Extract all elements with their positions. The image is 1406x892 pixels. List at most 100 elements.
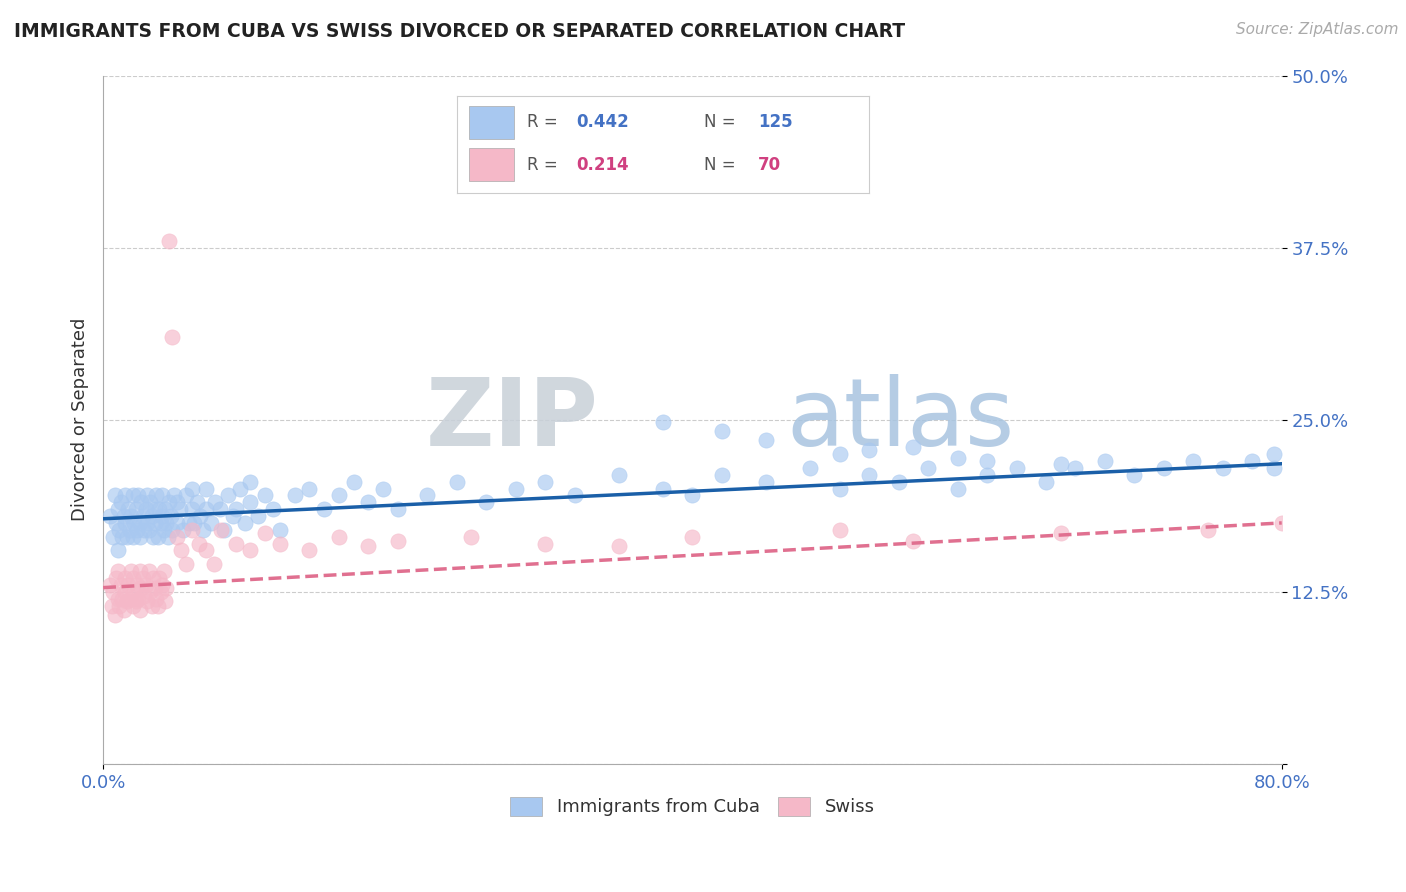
Point	[129, 516, 152, 530]
Point	[145, 488, 167, 502]
Point	[134, 523, 156, 537]
Point	[1005, 460, 1028, 475]
Point	[156, 530, 179, 544]
Point	[136, 488, 159, 502]
Point	[104, 488, 127, 502]
Point	[828, 523, 851, 537]
Point	[146, 599, 169, 613]
Point	[139, 584, 162, 599]
Point	[887, 475, 910, 489]
Point	[107, 564, 129, 578]
Point	[342, 475, 364, 489]
Text: ZIP: ZIP	[425, 374, 598, 466]
Point	[1064, 460, 1087, 475]
Point	[755, 475, 778, 489]
Point	[1197, 523, 1219, 537]
Point	[152, 564, 174, 578]
Point	[681, 530, 703, 544]
Point	[135, 502, 157, 516]
Point	[917, 460, 939, 475]
Point	[1049, 457, 1071, 471]
Point	[858, 442, 880, 457]
Point	[108, 523, 131, 537]
Point	[110, 578, 132, 592]
Point	[180, 482, 202, 496]
Point	[416, 488, 439, 502]
Point	[132, 571, 155, 585]
Point	[195, 502, 218, 516]
Point	[121, 530, 143, 544]
Y-axis label: Divorced or Separated: Divorced or Separated	[72, 318, 89, 521]
Point	[143, 516, 166, 530]
Point	[138, 523, 160, 537]
Point	[118, 523, 141, 537]
Point	[104, 608, 127, 623]
Point	[254, 488, 277, 502]
Point	[143, 502, 166, 516]
Point	[115, 530, 138, 544]
Point	[114, 584, 136, 599]
Point	[127, 488, 149, 502]
Point	[117, 578, 139, 592]
Point	[180, 502, 202, 516]
Point	[1123, 467, 1146, 482]
Point	[159, 234, 181, 248]
Point	[1271, 516, 1294, 530]
Point	[1241, 454, 1264, 468]
Point	[755, 434, 778, 448]
Point	[100, 578, 122, 592]
Point	[222, 509, 245, 524]
Point	[225, 502, 247, 516]
Point	[166, 495, 188, 509]
Point	[710, 467, 733, 482]
Point	[328, 488, 350, 502]
Point	[114, 571, 136, 585]
Legend: Immigrants from Cuba, Swiss: Immigrants from Cuba, Swiss	[503, 789, 882, 823]
Point	[174, 488, 197, 502]
Point	[254, 525, 277, 540]
Point	[118, 591, 141, 606]
Point	[1263, 447, 1285, 461]
Point	[239, 543, 262, 558]
Point	[115, 594, 138, 608]
Point	[187, 536, 209, 550]
Point	[107, 591, 129, 606]
Point	[138, 564, 160, 578]
Point	[166, 516, 188, 530]
Point	[446, 475, 468, 489]
Point	[976, 454, 998, 468]
Point	[148, 502, 170, 516]
Point	[193, 523, 215, 537]
Point	[217, 488, 239, 502]
Point	[163, 488, 186, 502]
Point	[190, 509, 212, 524]
Point	[475, 495, 498, 509]
Point	[132, 509, 155, 524]
Point	[153, 502, 176, 516]
Point	[1049, 525, 1071, 540]
Point	[149, 584, 172, 599]
Point	[298, 543, 321, 558]
Text: Source: ZipAtlas.com: Source: ZipAtlas.com	[1236, 22, 1399, 37]
Point	[195, 543, 218, 558]
Point	[328, 530, 350, 544]
Point	[131, 495, 153, 509]
Point	[131, 581, 153, 595]
Point	[108, 599, 131, 613]
Point	[120, 509, 142, 524]
Point	[652, 416, 675, 430]
Point	[1263, 460, 1285, 475]
Point	[284, 488, 307, 502]
Point	[122, 584, 145, 599]
Point	[269, 523, 291, 537]
Point	[170, 543, 193, 558]
Point	[858, 467, 880, 482]
Point	[357, 539, 380, 553]
Text: IMMIGRANTS FROM CUBA VS SWISS DIVORCED OR SEPARATED CORRELATION CHART: IMMIGRANTS FROM CUBA VS SWISS DIVORCED O…	[14, 22, 905, 41]
Point	[195, 482, 218, 496]
Point	[212, 523, 235, 537]
Point	[129, 602, 152, 616]
Point	[103, 584, 125, 599]
Point	[387, 533, 409, 548]
Point	[142, 530, 165, 544]
